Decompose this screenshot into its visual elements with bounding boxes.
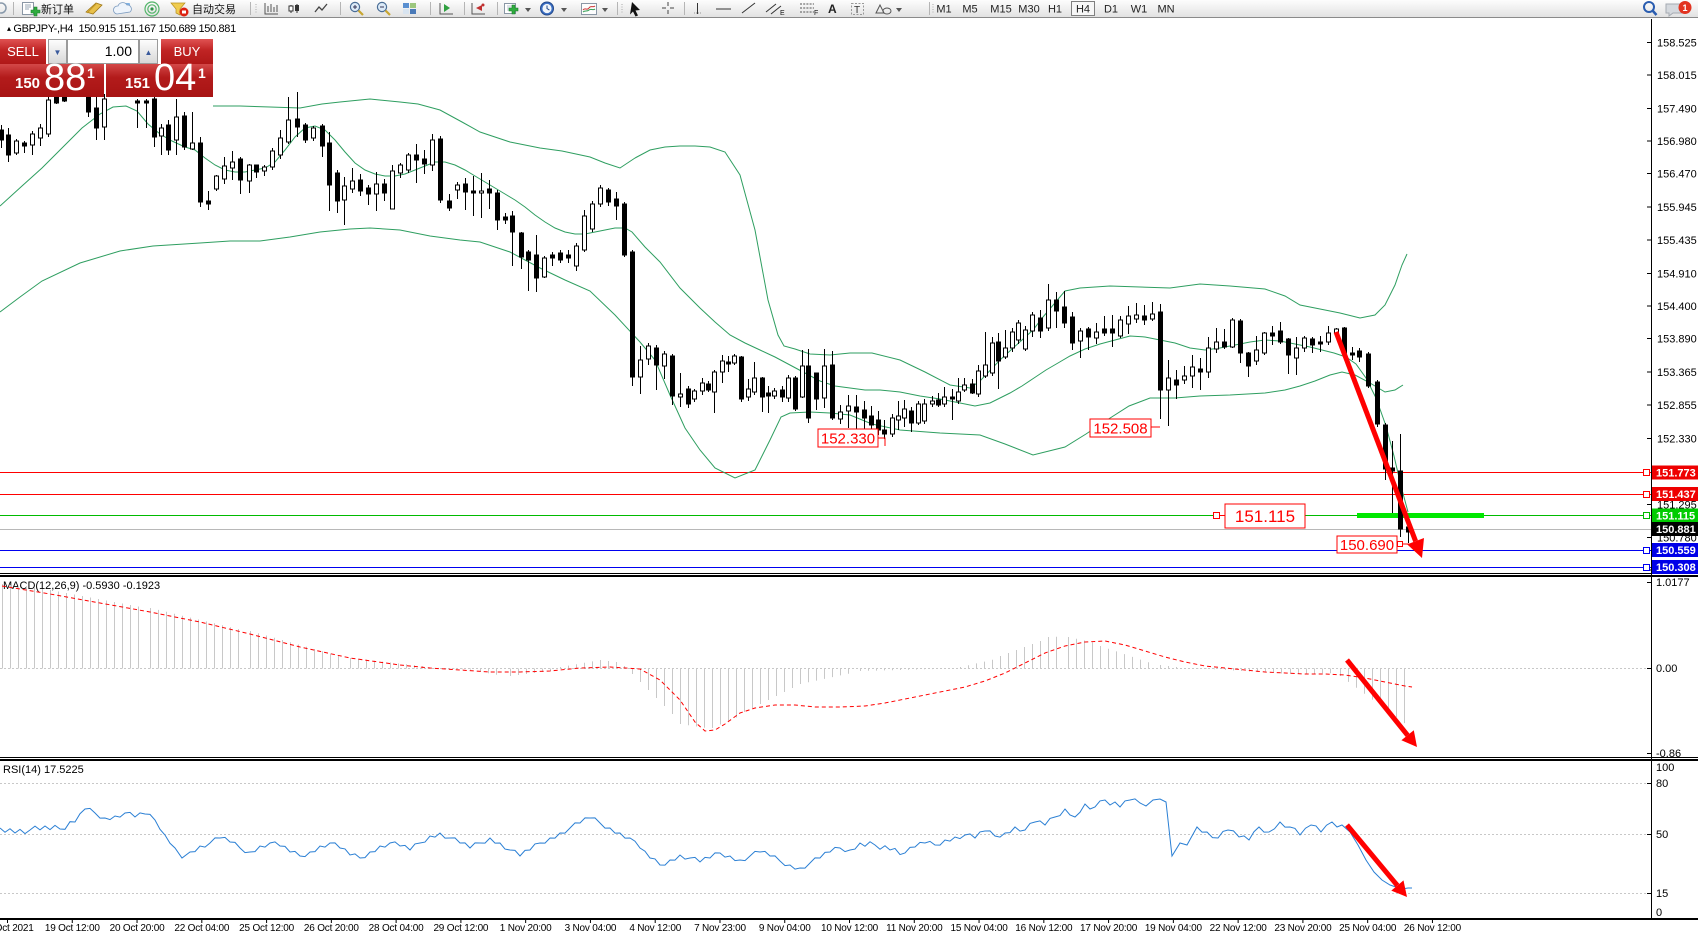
svg-text:28 Oct 04:00: 28 Oct 04:00: [369, 923, 424, 934]
svg-text:152.330: 152.330: [821, 430, 875, 447]
svg-text:M15: M15: [990, 4, 1011, 16]
svg-text:158.015: 158.015: [1657, 70, 1697, 82]
svg-text:19 Oct 12:00: 19 Oct 12:00: [45, 923, 100, 934]
svg-text:156.980: 156.980: [1657, 136, 1697, 148]
svg-text:26 Nov 12:00: 26 Nov 12:00: [1404, 923, 1462, 934]
svg-text:152.330: 152.330: [1657, 434, 1697, 446]
svg-text:7 Nov 23:00: 7 Nov 23:00: [694, 923, 746, 934]
svg-text:80: 80: [1656, 778, 1668, 790]
svg-text:1.0177: 1.0177: [1656, 577, 1690, 589]
svg-text:F: F: [814, 10, 818, 17]
svg-text:17 Nov 20:00: 17 Nov 20:00: [1080, 923, 1138, 934]
svg-text:23 Nov 20:00: 23 Nov 20:00: [1274, 923, 1332, 934]
svg-text:M1: M1: [936, 4, 951, 16]
svg-text:1: 1: [1683, 3, 1688, 13]
svg-text:25 Nov 04:00: 25 Nov 04:00: [1339, 923, 1397, 934]
svg-text:A: A: [828, 2, 837, 16]
svg-text:153.890: 153.890: [1657, 334, 1697, 346]
svg-text:22 Nov 12:00: 22 Nov 12:00: [1210, 923, 1268, 934]
svg-text:MN: MN: [1157, 4, 1174, 16]
svg-text:E: E: [780, 10, 785, 17]
svg-text:15: 15: [1656, 888, 1668, 900]
svg-text:22 Oct 04:00: 22 Oct 04:00: [174, 923, 229, 934]
svg-text:150.559: 150.559: [1656, 545, 1696, 557]
svg-text:M30: M30: [1018, 4, 1039, 16]
svg-text:0: 0: [1656, 907, 1662, 919]
svg-text:153.365: 153.365: [1657, 367, 1697, 379]
svg-text:T: T: [854, 5, 860, 16]
svg-text:155.945: 155.945: [1657, 202, 1697, 214]
svg-text:152.508: 152.508: [1093, 420, 1147, 437]
svg-text:18 Oct 2021: 18 Oct 2021: [0, 923, 34, 934]
svg-text:M5: M5: [962, 4, 977, 16]
svg-text:156.470: 156.470: [1657, 169, 1697, 181]
svg-text:新订单: 新订单: [41, 2, 74, 16]
svg-text:154.910: 154.910: [1657, 269, 1697, 281]
svg-text:9 Nov 04:00: 9 Nov 04:00: [759, 923, 811, 934]
svg-text:11 Nov 20:00: 11 Nov 20:00: [886, 923, 943, 934]
svg-text:15 Nov 04:00: 15 Nov 04:00: [951, 923, 1009, 934]
svg-text:1 Nov 20:00: 1 Nov 20:00: [500, 923, 552, 934]
svg-text:154.400: 154.400: [1657, 301, 1697, 313]
svg-text:150.881: 150.881: [1656, 524, 1696, 536]
svg-text:151.437: 151.437: [1656, 489, 1696, 501]
svg-text:自动交易: 自动交易: [192, 2, 236, 16]
svg-text:4 Nov 12:00: 4 Nov 12:00: [629, 923, 681, 934]
svg-text:19 Nov 04:00: 19 Nov 04:00: [1145, 923, 1203, 934]
svg-text:10 Nov 12:00: 10 Nov 12:00: [821, 923, 879, 934]
svg-text:H4: H4: [1076, 4, 1090, 16]
svg-text:155.435: 155.435: [1657, 235, 1697, 247]
svg-text:W1: W1: [1131, 4, 1148, 16]
svg-text:152.855: 152.855: [1657, 400, 1697, 412]
svg-text:3 Nov 04:00: 3 Nov 04:00: [565, 923, 617, 934]
svg-text:150.308: 150.308: [1656, 562, 1696, 574]
svg-text:26 Oct 20:00: 26 Oct 20:00: [304, 923, 359, 934]
svg-text:50: 50: [1656, 829, 1668, 841]
svg-text:158.525: 158.525: [1657, 38, 1697, 50]
svg-text:-0.86: -0.86: [1656, 748, 1681, 760]
svg-text:151.115: 151.115: [1235, 507, 1295, 526]
svg-text:151.115: 151.115: [1656, 511, 1695, 523]
svg-text:29 Oct 12:00: 29 Oct 12:00: [433, 923, 488, 934]
svg-text:D1: D1: [1104, 4, 1118, 16]
svg-text:20 Oct 20:00: 20 Oct 20:00: [110, 923, 165, 934]
svg-text:16 Nov 12:00: 16 Nov 12:00: [1015, 923, 1073, 934]
svg-text:25 Oct 12:00: 25 Oct 12:00: [239, 923, 294, 934]
svg-text:H1: H1: [1048, 4, 1062, 16]
svg-text:150.690: 150.690: [1340, 537, 1394, 554]
svg-text:151.773: 151.773: [1656, 468, 1696, 480]
svg-text:100: 100: [1656, 762, 1674, 774]
svg-text:157.490: 157.490: [1657, 104, 1697, 116]
svg-text:0.00: 0.00: [1656, 663, 1677, 675]
svg-text:RSI(14) 17.5225: RSI(14) 17.5225: [3, 764, 84, 776]
